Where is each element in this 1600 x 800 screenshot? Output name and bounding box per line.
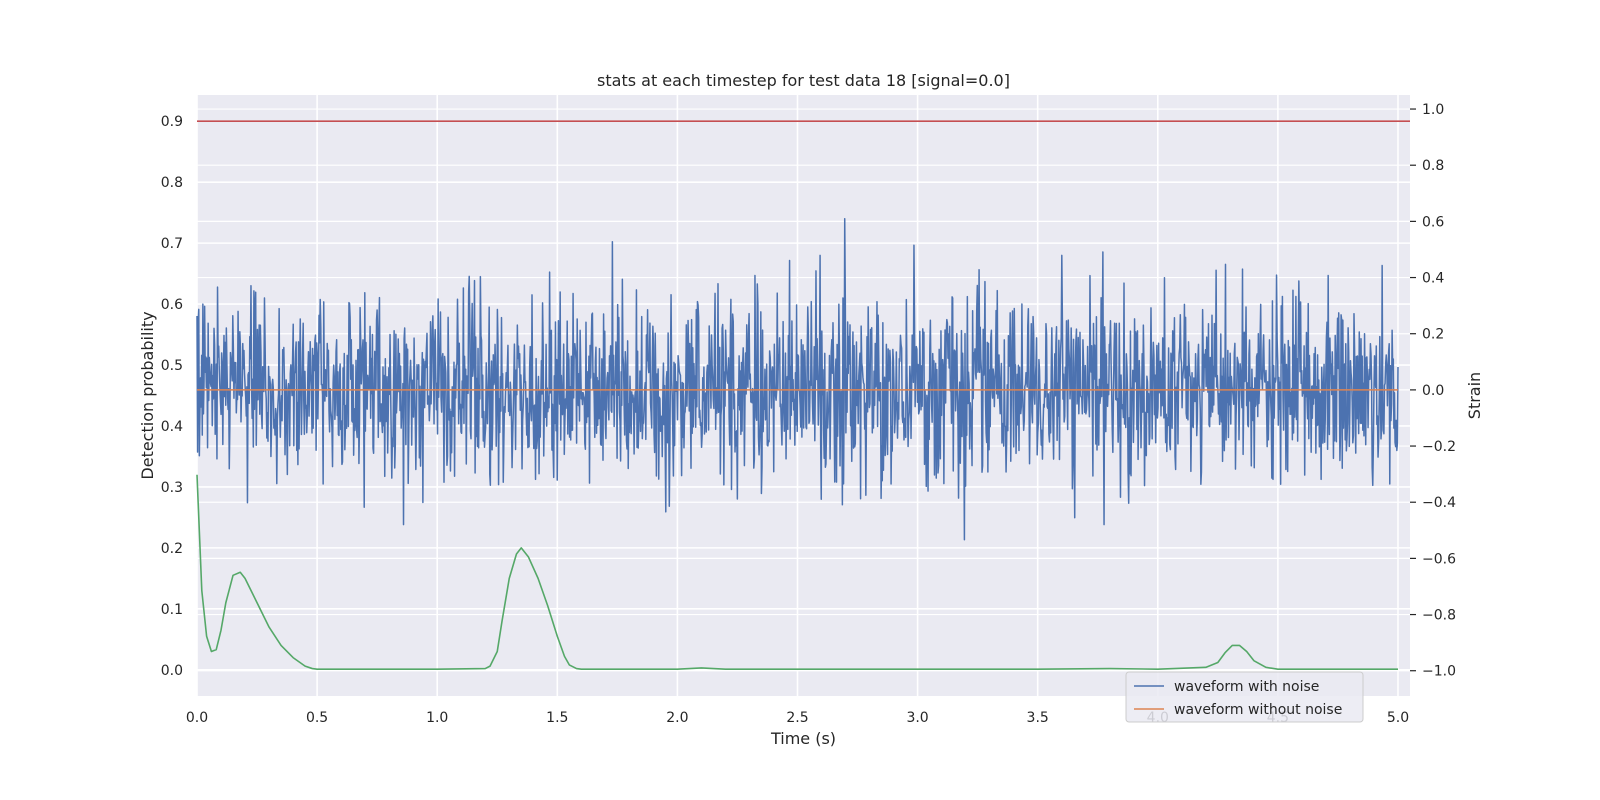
y-tick-label: 0.0 [161,663,183,679]
y-tick-label: 0.4 [161,419,183,435]
right-axis-label: Strain [1465,372,1484,419]
legend-label-noise: waveform with noise [1174,679,1319,695]
x-tick-label: 1.0 [426,710,448,726]
right-axis-ticks: −1.0 −0.8 −0.6 −0.4 −0.2 0.0 0.2 0.4 0.6 0.8 1.0 [1410,102,1456,680]
x-tick-label: 0.0 [186,710,208,726]
y-tick-label: 0.5 [161,358,183,374]
legend: waveform with noise waveform without noi… [1125,671,1364,723]
right-tick-label: 0.6 [1422,214,1444,230]
x-tick-label: 0.5 [306,710,328,726]
legend-box [1125,671,1364,723]
x-axis-label: Time (s) [770,729,836,748]
right-tick-label: 0.0 [1422,383,1444,399]
right-tick-label: 0.8 [1422,158,1444,174]
x-tick-label: 2.0 [666,710,688,726]
y-axis-label: Detection probability [138,311,157,479]
y-tick-label: 0.9 [161,114,183,130]
right-tick-label: −0.2 [1422,439,1456,455]
y-tick-label: 0.7 [161,236,183,252]
x-tick-label: 3.5 [1027,710,1049,726]
y-tick-label: 0.8 [161,175,183,191]
right-tick-label: −1.0 [1422,664,1456,680]
series-line-0 [196,218,1399,541]
y-tick-label: 0.1 [161,602,183,618]
right-tick-label: −0.4 [1422,495,1456,511]
x-tick-label: 2.5 [786,710,808,726]
legend-label-clean: waveform without noise [1174,702,1342,718]
x-tick-label: 1.5 [546,710,568,726]
right-tick-label: −0.6 [1422,551,1456,567]
y-tick-label: 0.2 [161,541,183,557]
series-layer [196,120,1410,670]
left-axis-ticks: 0.0 0.1 0.2 0.3 0.4 0.5 0.6 0.7 0.8 0.9 [161,114,183,679]
x-tick-label: 3.0 [906,710,928,726]
x-tick-label: 5.0 [1387,710,1409,726]
y-tick-label: 0.6 [161,297,183,313]
series-line-2 [196,474,1398,670]
y-tick-label: 0.3 [161,480,183,496]
right-tick-label: 0.2 [1422,327,1444,343]
chart-title: stats at each timestep for test data 18 … [597,71,1010,90]
right-tick-label: 0.4 [1422,271,1444,287]
right-tick-label: 1.0 [1422,102,1444,118]
right-tick-label: −0.8 [1422,608,1456,624]
